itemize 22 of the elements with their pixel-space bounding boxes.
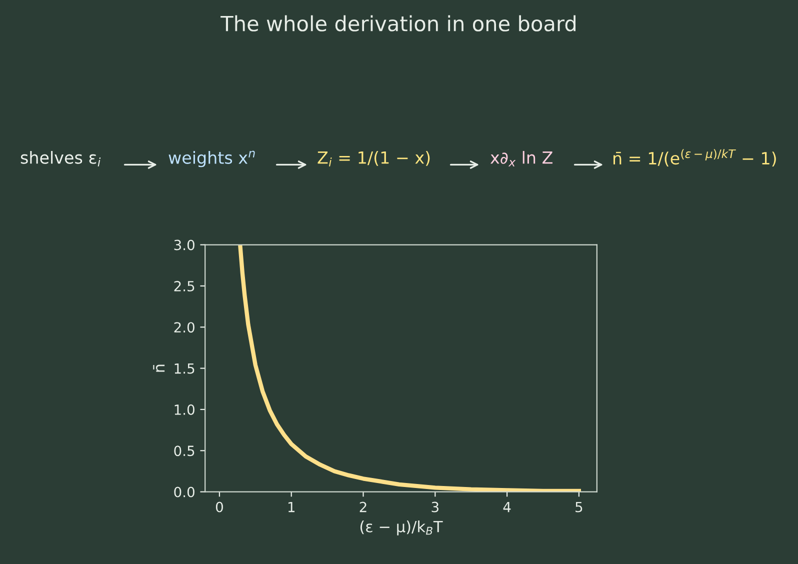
y-tick-label: 0.5: [174, 446, 194, 456]
text: weights x$^{n}$: [168, 150, 255, 168]
y-tick-label: 2.5: [174, 280, 194, 292]
y-tick-label: 2.0: [174, 322, 194, 333]
y-tick-label: 3.0: [174, 240, 194, 250]
text: shelves ε$_{i}$: [20, 150, 101, 166]
x-tick-label: 3: [432, 502, 438, 512]
line-series: [238, 245, 582, 492]
y-tick-label: 1.0: [174, 404, 194, 415]
text: x∂$_{x}$ ln Z: [490, 150, 552, 166]
y-tick-label: 0.0: [174, 486, 194, 498]
text: n̄ = 1/(e$^{(ε−μ)/kT}$ − 1): [614, 149, 776, 167]
x-tick-label: 4: [503, 502, 511, 512]
chart-title: The whole derivation in one board: [220, 15, 576, 32]
x-tick-label: 5: [576, 502, 582, 512]
y-axis-title: n̄: [153, 364, 165, 372]
x-tick-label: 1: [288, 502, 294, 512]
y-tick-label: 1.5: [174, 363, 194, 374]
x-tick-label: 0: [216, 502, 223, 512]
text: Z$_{i}$ = 1/(1 − x): [318, 150, 430, 166]
x-axis-title: (ε − μ)/k$_{B}$T: [360, 520, 443, 536]
x-tick-label: 2: [360, 502, 366, 512]
